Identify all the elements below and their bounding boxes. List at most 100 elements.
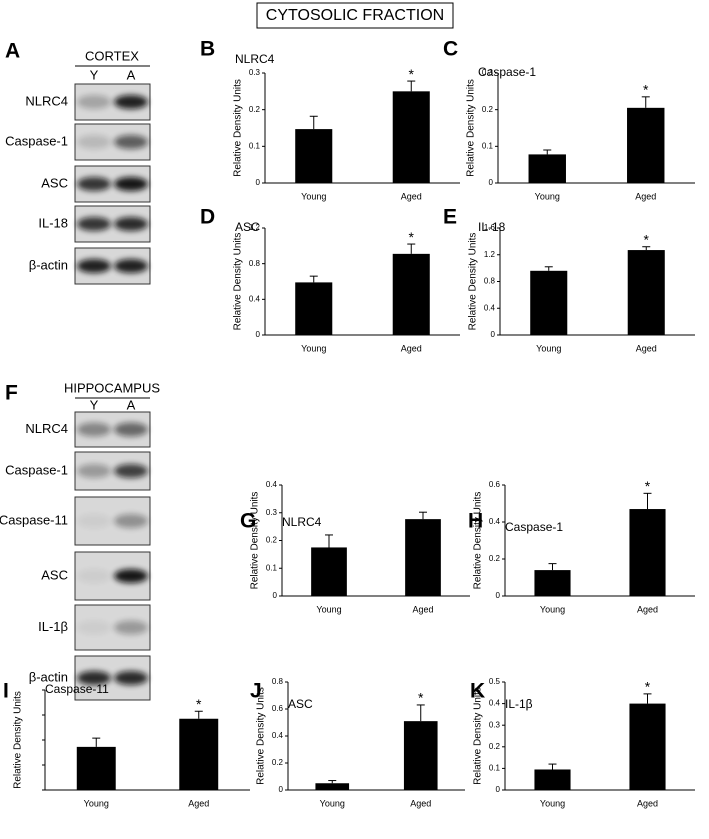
y-tick-label: 1.2 — [249, 223, 261, 232]
x-tick-label: Young — [540, 604, 565, 614]
significance-mark: * — [645, 478, 651, 494]
blot-band — [77, 259, 111, 273]
y-tick-label: 0.1 — [489, 764, 501, 773]
panel-letter: I — [3, 680, 9, 703]
y-tick-label: 0.2 — [482, 105, 494, 114]
y-tick-label: 1.6 — [484, 223, 496, 232]
chart-title: Caspase-1 — [505, 520, 563, 534]
title-box — [256, 2, 454, 29]
chart-title: IL-1β — [505, 697, 533, 711]
chart-title: NLRC4 — [282, 515, 322, 529]
panel-letter: H — [468, 510, 483, 533]
y-tick-label: 0.4 — [484, 303, 496, 312]
blot-band — [77, 217, 111, 231]
y-tick-label: 1.2 — [484, 250, 496, 259]
y-tick-label: 0.1 — [482, 141, 494, 150]
blot-band — [114, 177, 148, 191]
x-tick-label: Aged — [401, 191, 422, 201]
y-tick-label: 0.1 — [249, 141, 261, 150]
blot-band — [77, 422, 111, 437]
x-tick-label: Aged — [636, 343, 657, 353]
bar — [392, 91, 430, 183]
bar — [295, 129, 333, 183]
panel-letter: A — [5, 40, 20, 63]
blot-band — [77, 135, 111, 149]
panel-letter: C — [443, 38, 458, 61]
y-axis-label: Relative Density Units — [233, 79, 244, 177]
x-tick-label: Aged — [410, 798, 431, 808]
y-axis-label: Relative Density Units — [13, 691, 24, 789]
bar — [295, 282, 333, 335]
error-bar — [548, 763, 557, 770]
protein-label: Caspase-11 — [0, 512, 68, 527]
error-bar — [92, 737, 101, 747]
significance-mark: * — [645, 679, 651, 695]
protein-label: β-actin — [29, 669, 68, 684]
x-tick-label: Aged — [637, 604, 658, 614]
lane-label: Y — [90, 397, 99, 412]
error-bar — [419, 511, 427, 520]
error-bar — [643, 492, 652, 510]
x-tick-label: Young — [316, 604, 341, 614]
error-bar — [309, 115, 318, 130]
bar — [311, 547, 347, 596]
error-bar — [416, 704, 425, 722]
error-bar — [643, 693, 652, 704]
x-tick-label: Aged — [635, 191, 656, 201]
x-tick-label: Young — [540, 798, 565, 808]
error-bar — [328, 780, 337, 784]
significance-mark: * — [418, 690, 424, 706]
bar — [179, 718, 219, 790]
blot-band — [77, 569, 111, 583]
error-bar — [642, 246, 651, 251]
error-bar — [544, 266, 553, 271]
chart-title: IL-18 — [478, 220, 506, 234]
x-tick-label: Young — [536, 343, 561, 353]
blot-band — [77, 95, 111, 109]
error-bar — [548, 563, 557, 571]
blot-band — [77, 177, 111, 191]
y-tick-label: 0 — [496, 591, 501, 600]
error-bar — [325, 534, 333, 548]
x-tick-label: Aged — [412, 604, 433, 614]
x-tick-label: Young — [301, 343, 326, 353]
y-axis-label: Relative Density Units — [233, 233, 244, 331]
figure-title: CYTOSOLIC FRACTION — [266, 7, 444, 24]
y-tick-label: 0.2 — [249, 105, 261, 114]
panel-letter: E — [443, 206, 457, 229]
protein-label: ASC — [41, 567, 68, 582]
bar — [534, 570, 571, 596]
panel-letter: J — [250, 680, 262, 703]
error-bar — [309, 275, 318, 283]
panel-letter: K — [470, 680, 485, 703]
x-tick-label: Aged — [188, 798, 209, 808]
protein-label: NLRC4 — [25, 421, 68, 436]
y-axis-label: Relative Density Units — [466, 79, 477, 177]
chart-title: NLRC4 — [235, 52, 275, 66]
y-axis-label: Relative Density Units — [473, 492, 484, 590]
y-tick-label: 0.6 — [489, 480, 501, 489]
blot-band — [114, 514, 148, 528]
blot-band — [114, 259, 148, 273]
x-tick-label: Young — [84, 798, 109, 808]
y-tick-label: 0.8 — [249, 259, 261, 268]
blot-band — [77, 620, 111, 635]
bar — [629, 509, 666, 596]
x-tick-label: Young — [301, 191, 326, 201]
blot-band — [114, 569, 148, 583]
significance-mark: * — [196, 696, 202, 712]
chart-title: ASC — [235, 220, 260, 234]
y-tick-label: 0.1 — [266, 563, 278, 572]
blot-band — [114, 217, 148, 231]
y-tick-label: 0.3 — [489, 720, 501, 729]
blot-band — [114, 95, 148, 109]
protein-label: IL-18 — [38, 215, 68, 230]
error-bar — [543, 149, 552, 155]
y-tick-label: 0.6 — [272, 704, 284, 713]
lane-label: Y — [90, 67, 99, 82]
region-label: HIPPOCAMPUS — [64, 380, 160, 395]
bar — [76, 746, 116, 790]
chart-title: ASC — [288, 697, 313, 711]
error-bar — [194, 710, 203, 719]
